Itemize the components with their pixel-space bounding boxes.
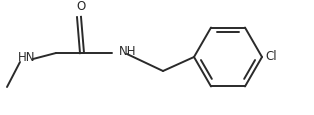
Text: Cl: Cl: [265, 50, 277, 63]
Text: HN: HN: [18, 51, 35, 64]
Text: O: O: [76, 0, 86, 13]
Text: NH: NH: [119, 45, 137, 58]
